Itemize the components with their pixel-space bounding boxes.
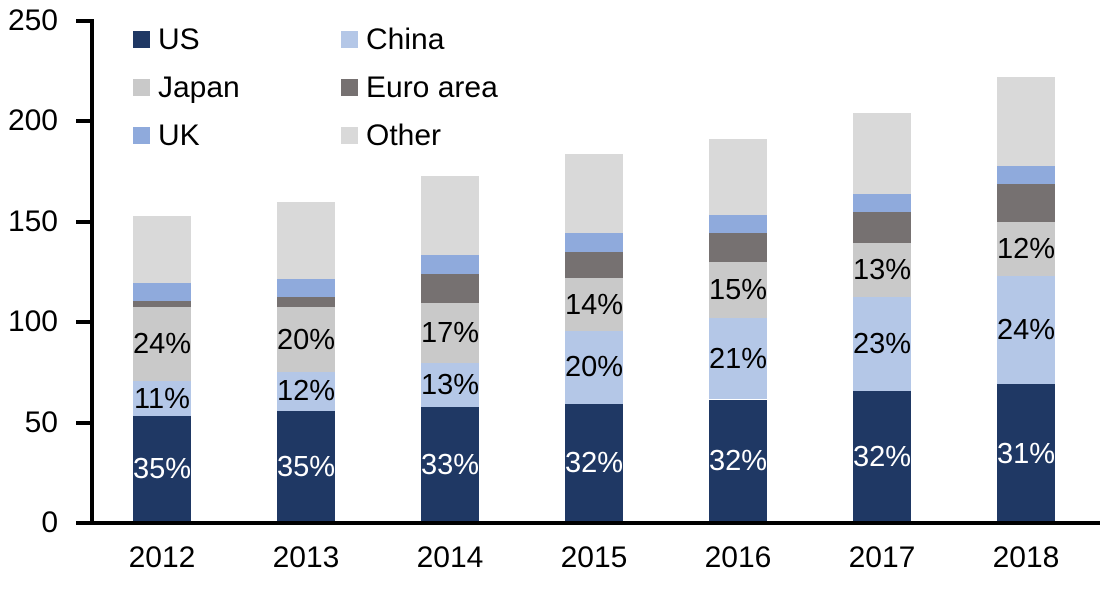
legend-swatch-icon [341, 31, 358, 48]
bar-segment-uk [853, 193, 911, 212]
bar-segment-china [565, 331, 623, 404]
bar-segment-euro-area [709, 232, 767, 262]
bar-segment-other [709, 139, 767, 215]
segment-percent-label: 21% [708, 342, 768, 375]
bar-segment-japan [133, 307, 191, 382]
bar-segment-other [997, 77, 1055, 166]
segment-percent-label: 35% [132, 453, 192, 486]
bar-segment-china [421, 363, 479, 407]
segment-percent-label: 20% [564, 351, 624, 384]
segment-percent-label: 15% [708, 274, 768, 307]
bar-segment-uk [565, 232, 623, 252]
y-axis-tick-label: 0 [41, 506, 58, 539]
bar-segment-uk [133, 283, 191, 302]
bar-segment-japan [853, 242, 911, 298]
bar-segment-japan [997, 221, 1055, 276]
legend-label: UK [158, 119, 200, 152]
bar-segment-uk [421, 254, 479, 274]
bar-segment-japan [709, 261, 767, 319]
y-axis-tick [76, 119, 90, 124]
legend-label: US [158, 23, 200, 56]
bar-segment-us [277, 410, 335, 523]
y-axis-tick [76, 19, 90, 23]
bar-segment-uk [277, 279, 335, 298]
y-axis-line [90, 19, 94, 525]
segment-percent-label: 24% [996, 314, 1056, 347]
segment-percent-label: 35% [276, 450, 336, 483]
legend-swatch-icon [341, 127, 358, 144]
segment-percent-label: 11% [134, 382, 190, 415]
bar-segment-uk [709, 214, 767, 233]
y-axis-tick-label: 50 [24, 405, 58, 439]
bar-segment-other [421, 175, 479, 255]
bar-segment-us [421, 406, 479, 523]
bar-segment-china [709, 318, 767, 400]
bar-segment-other [277, 201, 335, 280]
segment-percent-label: 12% [996, 232, 1056, 265]
y-axis-tick-label: 100 [7, 305, 58, 339]
bar-segment-us [565, 403, 623, 523]
legend-swatch-icon [133, 79, 150, 96]
legend-swatch-icon [341, 79, 358, 96]
x-axis-line [76, 521, 1100, 525]
bar-segment-euro-area [133, 301, 191, 308]
y-axis-tick [76, 219, 90, 224]
legend-label: China [366, 23, 445, 56]
bar-segment-japan [277, 307, 335, 373]
segment-percent-label: 32% [564, 447, 624, 480]
legend-label: Japan [158, 71, 240, 104]
bar-segment-other [853, 113, 911, 194]
y-axis-tick [76, 521, 90, 525]
y-axis-tick [76, 320, 90, 325]
bar-segment-china [853, 297, 911, 392]
bar-segment-japan [421, 303, 479, 364]
bar-segment-china [133, 381, 191, 416]
bar-segment-euro-area [853, 211, 911, 243]
x-axis-year-label: 2017 [848, 541, 916, 574]
y-axis-tick-label: 250 [7, 4, 58, 37]
x-axis-year-label: 2018 [992, 541, 1060, 574]
x-axis-year-label: 2012 [128, 541, 196, 574]
bar-segment-japan [565, 278, 623, 332]
x-axis-year-label: 2014 [416, 541, 484, 574]
y-axis-tick-label: 200 [7, 104, 58, 138]
legend-label: Euro area [366, 71, 498, 104]
segment-percent-label: 31% [996, 437, 1056, 470]
segment-percent-label: 32% [852, 441, 912, 474]
legend-label: Other [366, 119, 442, 152]
segment-percent-label: 17% [420, 317, 480, 350]
segment-percent-label: 12% [276, 375, 336, 408]
segment-percent-label: 23% [852, 328, 912, 361]
x-axis-year-label: 2013 [272, 541, 340, 574]
segment-percent-label: 13% [852, 253, 912, 286]
bar-segment-china [277, 372, 335, 411]
bar-segment-euro-area [565, 251, 623, 278]
segment-percent-label: 33% [420, 448, 480, 481]
bar-segment-us [853, 391, 911, 523]
legend-swatch-icon [133, 31, 150, 48]
segment-percent-label: 14% [564, 288, 624, 321]
bar-segment-other [133, 215, 191, 284]
bar-segment-euro-area [997, 183, 1055, 222]
segment-percent-label: 32% [708, 445, 768, 478]
bar-segment-euro-area [421, 274, 479, 304]
bar-segment-euro-area [277, 297, 335, 308]
bar-segment-uk [997, 165, 1055, 184]
bar-segment-us [709, 399, 767, 523]
bar-segment-us [133, 415, 191, 523]
x-axis-year-label: 2015 [560, 541, 628, 574]
segment-percent-label: 13% [420, 368, 480, 401]
y-axis-tick-label: 150 [7, 204, 58, 238]
bar-segment-china [997, 276, 1055, 385]
legend-swatch-icon [133, 127, 150, 144]
segment-percent-label: 24% [132, 328, 192, 361]
bar-segment-other [565, 153, 623, 233]
x-axis-year-label: 2016 [704, 541, 772, 574]
bar-segment-us [997, 384, 1055, 523]
y-axis-tick [76, 420, 90, 425]
segment-percent-label: 20% [276, 323, 336, 356]
